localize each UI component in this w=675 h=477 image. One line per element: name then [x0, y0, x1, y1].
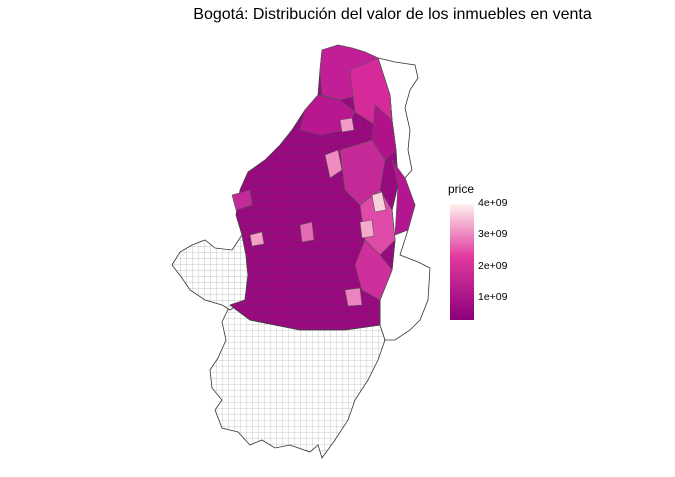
legend-tick-label: 3e+09	[478, 228, 508, 241]
priced-patches	[231, 44, 416, 307]
map-title: Bogotá: Distribución del valor de los in…	[193, 6, 592, 23]
color-legend: price 4e+09 3e+09 2e+09 1e+09	[448, 182, 508, 320]
priced-region-main	[229, 44, 399, 331]
legend-tick-label: 1e+09	[478, 291, 508, 304]
no-data-south-region	[209, 304, 386, 459]
no-data-west-region	[171, 233, 249, 311]
legend-tick-label: 2e+09	[478, 259, 508, 272]
legend-tick-label: 4e+09	[478, 197, 508, 209]
legend-color-bar	[450, 204, 474, 320]
legend-title: price	[448, 182, 475, 196]
